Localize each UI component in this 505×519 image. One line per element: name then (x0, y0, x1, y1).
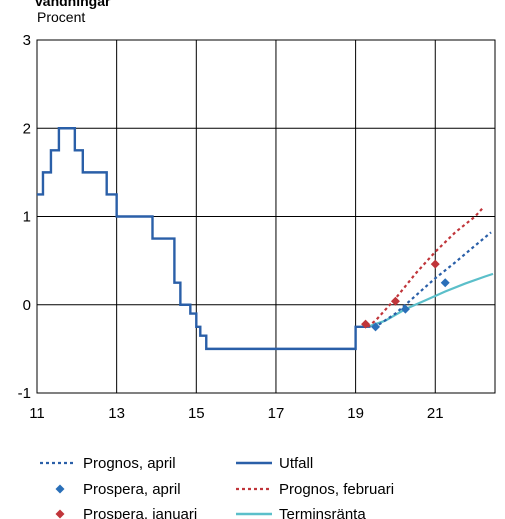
series-terminsranta-line (367, 272, 494, 328)
x-tick-label: 21 (427, 405, 444, 422)
y-tick-label: 2 (23, 120, 31, 137)
series-group (37, 127, 494, 351)
chart-title: vändningar (35, 0, 111, 9)
series-utfall-line (37, 127, 368, 351)
grid (37, 40, 495, 393)
legend-prognos-april-label: Prognos, april (83, 455, 176, 472)
legend-prospera-april-label: Prospera, april (83, 481, 181, 498)
series-prospera-april-point (440, 278, 450, 288)
legend-prospera-april-swatch (55, 484, 65, 494)
y-tick-label: -1 (18, 385, 31, 402)
series-prospera-januari-point (390, 296, 400, 306)
legend-prospera-januari-label: Prospera, januari (83, 506, 197, 519)
series-prospera-april-point (400, 304, 410, 314)
legend-terminsranta-label: Terminsränta (279, 506, 366, 519)
y-tick-label: 0 (23, 297, 31, 314)
x-tick-label: 17 (268, 405, 285, 422)
y-tick-label: 1 (23, 209, 31, 226)
x-tick-label: 15 (188, 405, 205, 422)
x-axis-ticks: 11 13 15 17 19 21 (29, 405, 443, 422)
series-prospera-april-point (371, 322, 381, 332)
series-prognos-februari-line (366, 206, 484, 328)
x-tick-label: 19 (347, 405, 364, 422)
legend-prognos-februari-label: Prognos, februari (279, 481, 394, 498)
legend-prospera-januari-swatch (55, 509, 65, 519)
series-prognos-april-line (367, 231, 492, 328)
x-tick-label: 13 (108, 405, 125, 422)
plot-area-frame (36, 39, 496, 394)
y-axis-ticks: -1 0 1 2 3 (18, 32, 31, 402)
series-prospera-januari-point (430, 259, 440, 269)
legend-utfall-label: Utfall (279, 455, 313, 472)
x-tick-label: 11 (29, 405, 45, 422)
series-prospera-januari-point (361, 319, 371, 329)
y-axis-unit-label: Procent (37, 9, 85, 25)
legend: Prognos, april Utfall Prospera, april Progn… (40, 455, 394, 519)
y-tick-label: 3 (23, 32, 31, 49)
